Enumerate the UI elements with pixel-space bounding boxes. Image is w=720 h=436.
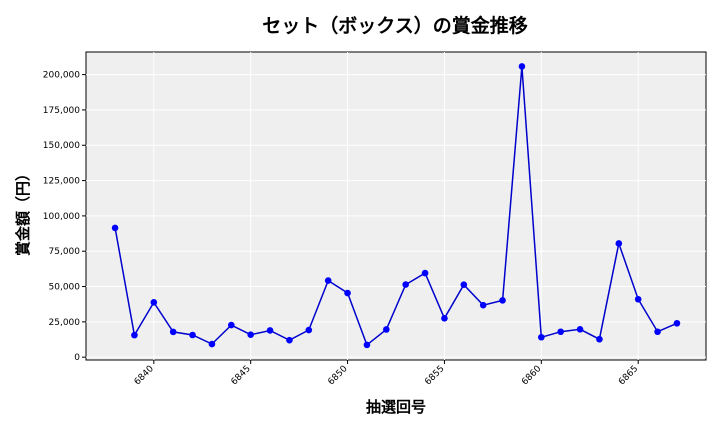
data-point bbox=[402, 281, 409, 288]
data-point bbox=[441, 315, 448, 322]
y-tick-label: 125,000 bbox=[43, 177, 80, 187]
data-point bbox=[634, 295, 642, 303]
x-tick-label: 6850 bbox=[326, 364, 349, 387]
data-point bbox=[286, 336, 293, 344]
data-point bbox=[131, 331, 138, 339]
data-point bbox=[247, 331, 254, 339]
y-tick-label: 150,000 bbox=[43, 141, 80, 151]
data-point bbox=[383, 326, 390, 333]
y-tick-label: 50,000 bbox=[49, 283, 81, 293]
data-point bbox=[673, 319, 681, 327]
data-point bbox=[479, 301, 487, 309]
data-point bbox=[460, 281, 468, 288]
data-point bbox=[266, 327, 274, 334]
data-point bbox=[344, 289, 351, 297]
y-tick-label: 25,000 bbox=[49, 318, 81, 328]
grid-lines bbox=[86, 52, 706, 360]
x-axis-label: 抽選回号 bbox=[366, 398, 426, 416]
data-point bbox=[576, 326, 584, 333]
data-point bbox=[228, 321, 235, 329]
data-point bbox=[499, 297, 506, 304]
y-axis-label: 賞金額（円） bbox=[14, 166, 32, 256]
data-point bbox=[557, 328, 564, 336]
y-tick-label: 175,000 bbox=[43, 106, 80, 116]
data-point bbox=[518, 63, 526, 70]
x-tick-label: 6845 bbox=[230, 364, 253, 387]
x-tick-label: 6865 bbox=[617, 364, 640, 387]
data-point bbox=[150, 299, 158, 306]
data-point bbox=[169, 328, 177, 336]
series-line bbox=[114, 66, 678, 347]
y-tick-label: 100,000 bbox=[43, 212, 80, 222]
x-tick-label: 6840 bbox=[133, 364, 156, 387]
series-markers bbox=[111, 63, 681, 349]
x-tick-label: 6860 bbox=[520, 364, 543, 387]
x-tick-label: 6855 bbox=[423, 364, 446, 387]
y-tick-label: 75,000 bbox=[49, 247, 81, 257]
y-tick-label: 200,000 bbox=[43, 71, 80, 81]
plot-area bbox=[85, 51, 707, 361]
data-point bbox=[111, 224, 119, 232]
y-axis: 0 25,000 50,000 75,000 100,000 125,000 150,000… bbox=[43, 71, 86, 363]
x-axis: 6840 6845 6850 6855 6860 6865 bbox=[133, 360, 640, 387]
data-point bbox=[324, 277, 332, 284]
data-point bbox=[189, 331, 196, 339]
data-point bbox=[305, 326, 313, 334]
data-point bbox=[363, 341, 371, 349]
data-point bbox=[596, 335, 603, 343]
y-tick-label: 0 bbox=[74, 353, 80, 363]
data-point bbox=[208, 340, 216, 348]
data-point bbox=[538, 333, 545, 341]
data-point bbox=[615, 240, 623, 247]
data-point bbox=[654, 328, 661, 336]
data-point bbox=[421, 269, 429, 277]
chart-title: セット（ボックス）の賞金推移 bbox=[262, 14, 527, 37]
